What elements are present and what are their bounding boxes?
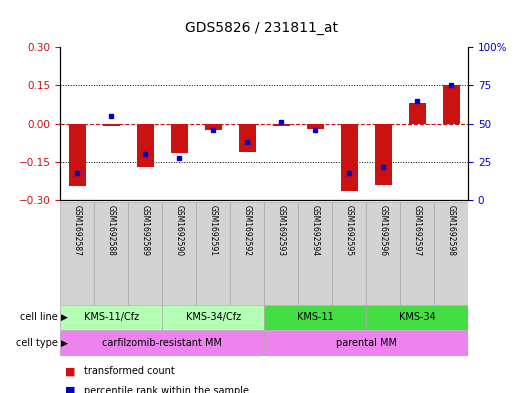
- Text: GSM1692587: GSM1692587: [73, 206, 82, 257]
- FancyBboxPatch shape: [264, 330, 468, 356]
- FancyBboxPatch shape: [434, 202, 468, 305]
- Bar: [137, 124, 154, 167]
- Text: carfilzomib-resistant MM: carfilzomib-resistant MM: [102, 338, 222, 348]
- Text: cell line: cell line: [20, 312, 58, 322]
- FancyBboxPatch shape: [230, 202, 264, 305]
- Text: ■: ■: [65, 366, 76, 376]
- FancyBboxPatch shape: [60, 330, 264, 356]
- Text: KMS-34/Cfz: KMS-34/Cfz: [186, 312, 241, 322]
- Text: GSM1692595: GSM1692595: [345, 206, 354, 257]
- Text: GSM1692593: GSM1692593: [277, 206, 286, 257]
- Bar: [103, 124, 120, 127]
- FancyBboxPatch shape: [196, 202, 230, 305]
- Bar: [374, 124, 392, 185]
- FancyBboxPatch shape: [162, 305, 264, 330]
- FancyBboxPatch shape: [162, 202, 196, 305]
- Bar: [238, 124, 256, 152]
- FancyBboxPatch shape: [94, 202, 128, 305]
- Text: GSM1692591: GSM1692591: [209, 206, 218, 257]
- Text: cell type: cell type: [16, 338, 58, 348]
- FancyBboxPatch shape: [366, 305, 468, 330]
- Bar: [306, 124, 324, 129]
- Text: GSM1692594: GSM1692594: [311, 206, 320, 257]
- FancyBboxPatch shape: [298, 202, 332, 305]
- Text: KMS-34: KMS-34: [399, 312, 436, 322]
- Bar: [170, 124, 188, 153]
- Text: GSM1692589: GSM1692589: [141, 206, 150, 257]
- Bar: [204, 124, 222, 130]
- FancyBboxPatch shape: [60, 305, 162, 330]
- FancyBboxPatch shape: [264, 202, 298, 305]
- Text: transformed count: transformed count: [84, 366, 175, 376]
- Text: GSM1692588: GSM1692588: [107, 206, 116, 256]
- Bar: [340, 124, 358, 191]
- Bar: [272, 124, 290, 127]
- Text: parental MM: parental MM: [336, 338, 396, 348]
- FancyBboxPatch shape: [264, 305, 366, 330]
- Text: GSM1692590: GSM1692590: [175, 206, 184, 257]
- FancyBboxPatch shape: [400, 202, 434, 305]
- Text: ■: ■: [65, 386, 76, 393]
- FancyBboxPatch shape: [60, 202, 94, 305]
- Text: ▶: ▶: [61, 313, 68, 322]
- FancyBboxPatch shape: [366, 202, 400, 305]
- Bar: [69, 124, 86, 186]
- FancyBboxPatch shape: [128, 202, 162, 305]
- Text: GSM1692598: GSM1692598: [447, 206, 456, 257]
- Text: GSM1692592: GSM1692592: [243, 206, 252, 257]
- Text: KMS-11/Cfz: KMS-11/Cfz: [84, 312, 139, 322]
- Bar: [442, 86, 460, 124]
- Text: ▶: ▶: [61, 338, 68, 347]
- Text: KMS-11: KMS-11: [297, 312, 334, 322]
- Text: GSM1692596: GSM1692596: [379, 206, 388, 257]
- FancyBboxPatch shape: [332, 202, 366, 305]
- Text: GSM1692597: GSM1692597: [413, 206, 422, 257]
- Bar: [408, 103, 426, 124]
- Text: percentile rank within the sample: percentile rank within the sample: [84, 386, 248, 393]
- Text: GDS5826 / 231811_at: GDS5826 / 231811_at: [185, 20, 338, 35]
